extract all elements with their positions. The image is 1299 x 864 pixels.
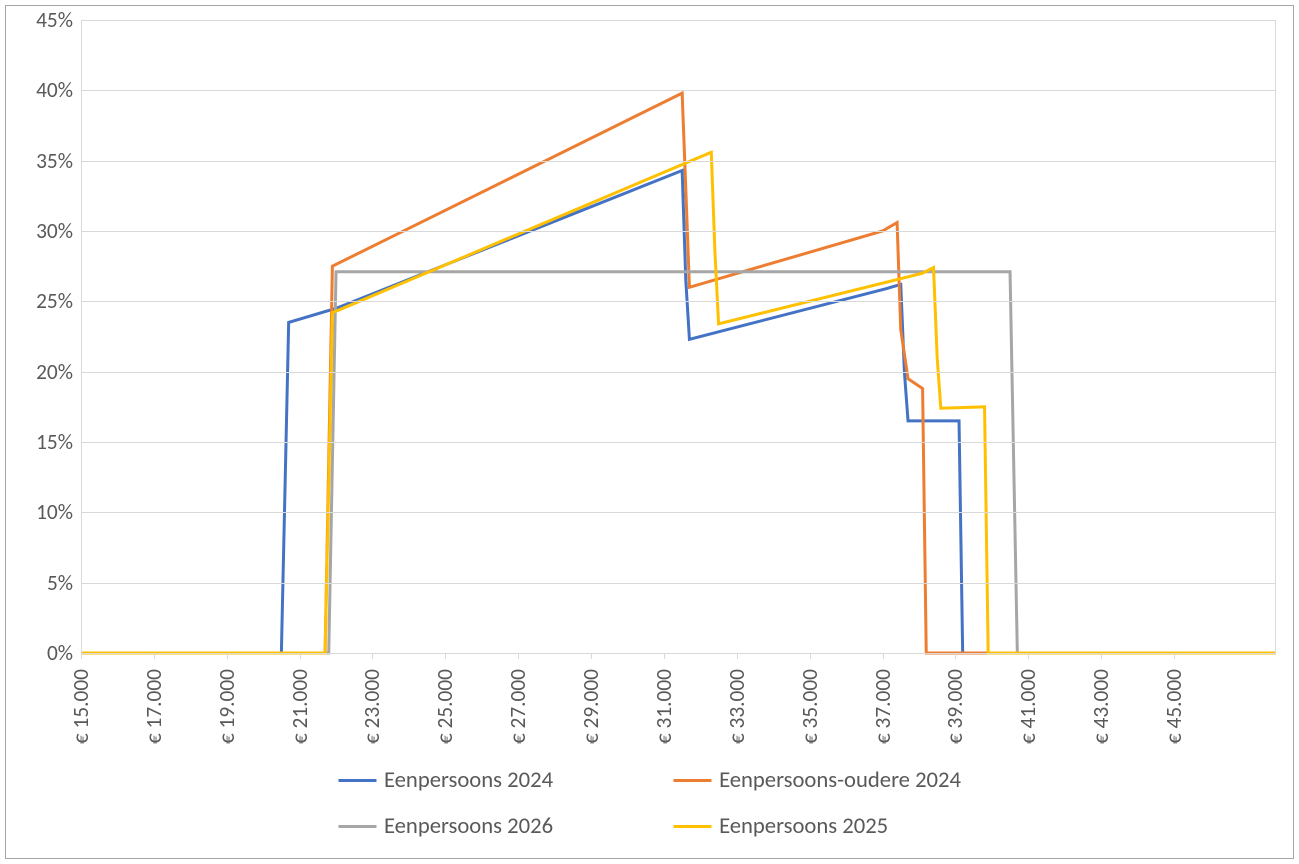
legend-item: Eenpersoons-oudere 2024: [673, 766, 961, 794]
legend-swatch: [673, 825, 711, 828]
y-axis-label: 45%: [36, 7, 73, 33]
y-gridline: [81, 231, 1276, 232]
y-axis-label: 0%: [47, 640, 73, 666]
x-tick-mark: [664, 653, 665, 659]
x-axis-label: € 43.000: [1088, 669, 1114, 744]
x-tick-mark: [737, 653, 738, 659]
y-axis-label: 5%: [47, 570, 73, 596]
x-axis-label: € 41.000: [1015, 669, 1041, 744]
plot-border-right: [1275, 20, 1276, 653]
legend-label: Eenpersoons 2024: [384, 766, 553, 794]
legend-label: Eenpersoons-oudere 2024: [719, 766, 961, 794]
x-tick-mark: [591, 653, 592, 659]
x-axis-label: € 19.000: [214, 669, 240, 744]
x-axis-label: € 23.000: [359, 669, 385, 744]
legend-item: Eenpersoons 2024: [338, 766, 553, 794]
x-axis-label: € 31.000: [651, 669, 677, 744]
y-gridline: [81, 653, 1276, 654]
x-tick-mark: [1028, 653, 1029, 659]
y-axis-label: 15%: [36, 429, 73, 455]
legend-label: Eenpersoons 2026: [384, 812, 553, 840]
plot-border-left: [81, 20, 82, 653]
legend-swatch: [338, 779, 376, 782]
legend-swatch: [338, 825, 376, 828]
y-gridline: [81, 512, 1276, 513]
series-line-3: [81, 152, 1276, 653]
y-axis-label: 35%: [36, 148, 73, 174]
y-axis-label: 40%: [36, 77, 73, 103]
x-axis-label: € 33.000: [724, 669, 750, 744]
plot-area: 0%5%10%15%20%25%30%35%40%45%€ 15.000€ 17…: [81, 20, 1276, 653]
x-tick-mark: [154, 653, 155, 659]
x-axis-label: € 21.000: [287, 669, 313, 744]
y-axis-label: 30%: [36, 218, 73, 244]
y-gridline: [81, 301, 1276, 302]
x-axis-label: € 15.000: [68, 669, 94, 744]
chart-container: 0% 5% 10% 15% 20% 25% 30% 35% 40% 45% € 15.000 € 17…: [5, 5, 1294, 859]
x-axis-label: € 37.000: [870, 669, 896, 744]
x-axis-label: € 35.000: [797, 669, 823, 744]
x-axis-label: € 29.000: [578, 669, 604, 744]
x-axis-label: € 45.000: [1161, 669, 1187, 744]
chart-legend: Eenpersoons 2024 Eenpersoons-oudere 2024 E…: [338, 766, 961, 840]
y-gridline: [81, 372, 1276, 373]
x-tick-mark: [955, 653, 956, 659]
legend-swatch: [673, 779, 711, 782]
x-tick-mark: [810, 653, 811, 659]
legend-label: Eenpersoons 2025: [719, 812, 888, 840]
x-axis-label: € 25.000: [432, 669, 458, 744]
y-gridline: [81, 90, 1276, 91]
series-line-0: [81, 171, 1276, 653]
x-tick-mark: [445, 653, 446, 659]
y-gridline: [81, 583, 1276, 584]
y-gridline: [81, 20, 1276, 21]
x-axis-label: € 39.000: [942, 669, 968, 744]
legend-item: Eenpersoons 2026: [338, 812, 553, 840]
y-axis-label: 25%: [36, 288, 73, 314]
y-axis-label: 20%: [36, 359, 73, 385]
series-line-1: [81, 93, 1276, 653]
x-tick-mark: [372, 653, 373, 659]
line-chart-svg: [81, 20, 1276, 653]
x-tick-mark: [1101, 653, 1102, 659]
x-tick-mark: [300, 653, 301, 659]
series-line-2: [81, 272, 1276, 653]
x-tick-mark: [227, 653, 228, 659]
y-axis-label: 10%: [36, 499, 73, 525]
x-axis-label: € 17.000: [141, 669, 167, 744]
x-tick-mark: [1174, 653, 1175, 659]
x-axis-label: € 27.000: [505, 669, 531, 744]
legend-item: Eenpersoons 2025: [673, 812, 961, 840]
y-gridline: [81, 442, 1276, 443]
x-tick-mark: [518, 653, 519, 659]
x-tick-mark: [883, 653, 884, 659]
y-gridline: [81, 161, 1276, 162]
x-tick-mark: [81, 653, 82, 659]
